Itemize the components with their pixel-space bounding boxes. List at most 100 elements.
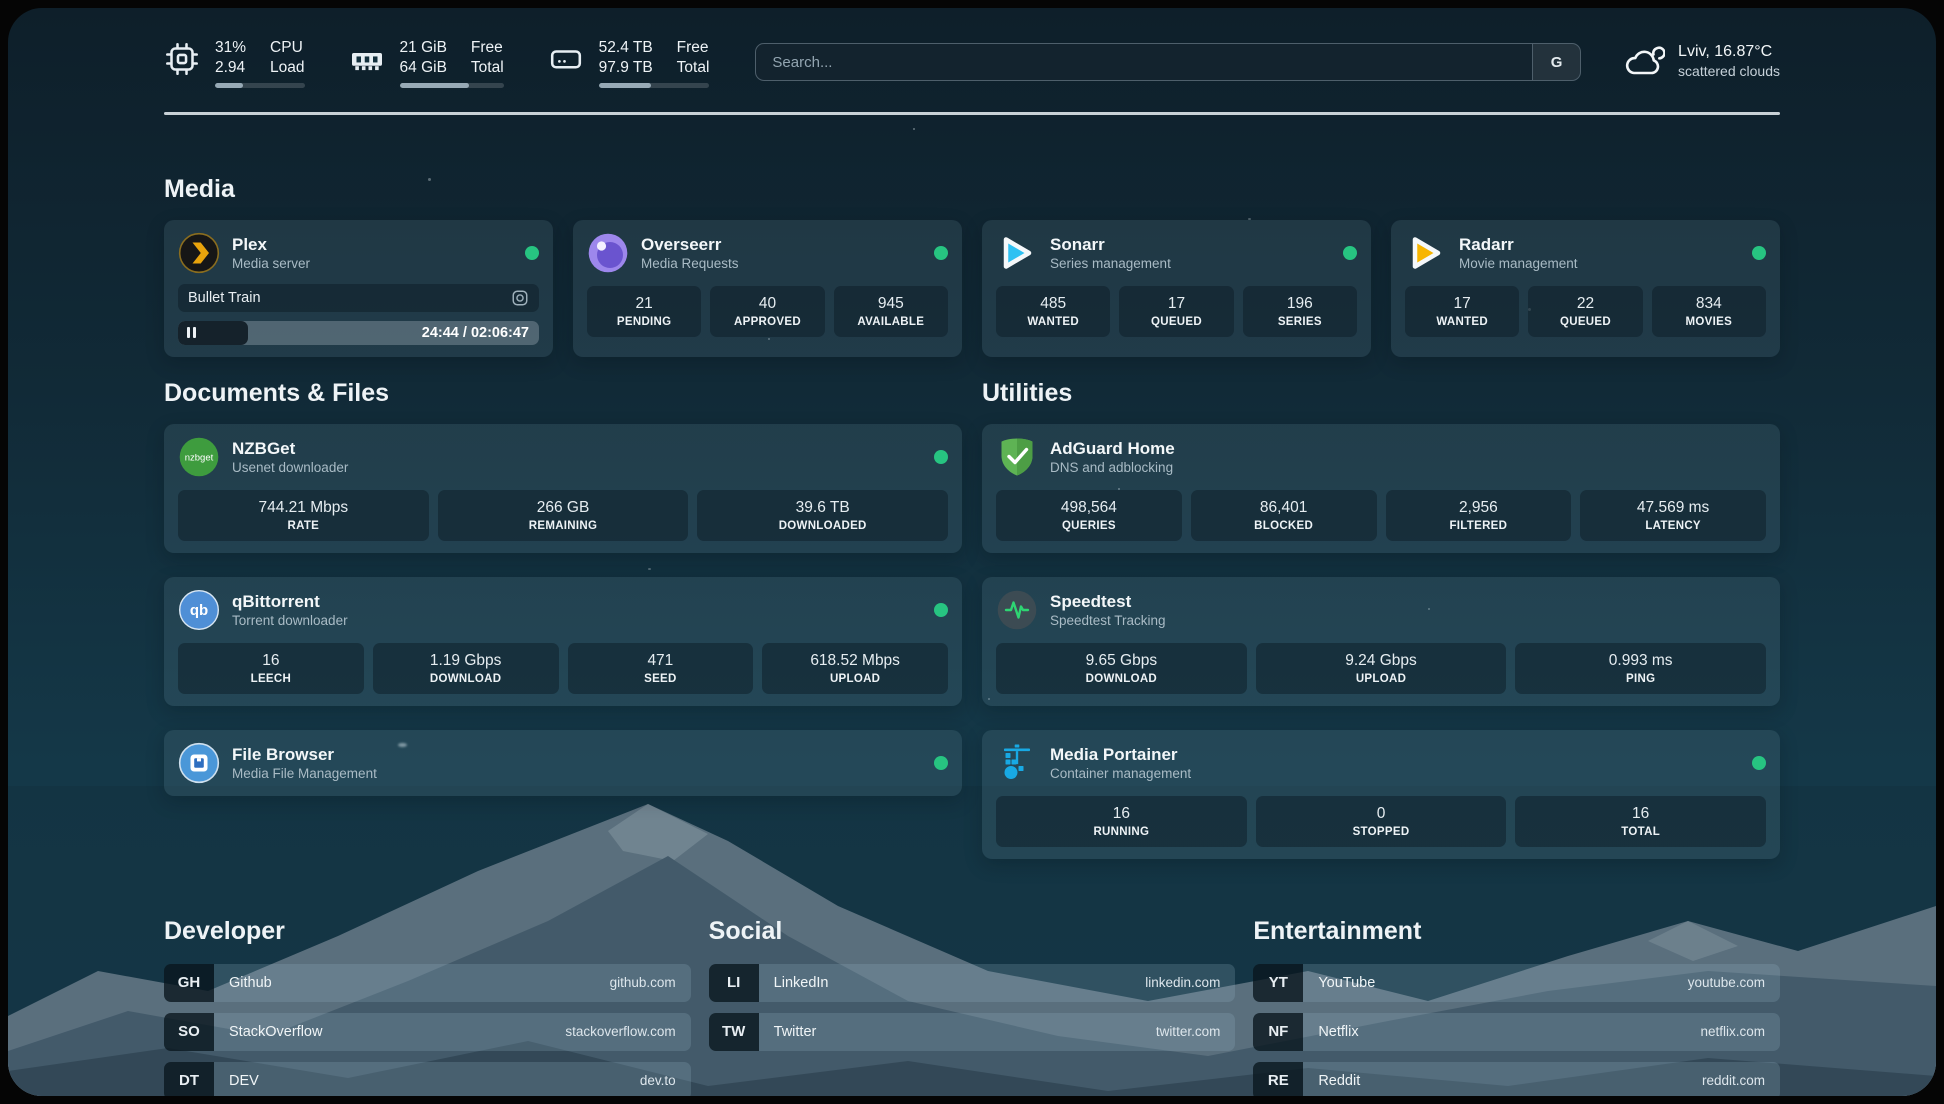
- plex-playback-time: 24:44 / 02:06:47: [422, 321, 529, 345]
- speedtest-subtitle: Speedtest Tracking: [1050, 612, 1166, 629]
- reddit-badge: RE: [1253, 1062, 1303, 1097]
- bookmark-github[interactable]: GH Github github.com: [164, 964, 691, 1002]
- disk-progress-bar: [599, 83, 710, 88]
- nzbget-icon: nzbget: [178, 436, 220, 478]
- radarr-stat-queued: 22 QUEUED: [1528, 286, 1642, 337]
- sonarr-status-dot: [1343, 246, 1357, 260]
- radarr-app-link[interactable]: Radarr Movie management: [1405, 232, 1766, 274]
- search-engine-button[interactable]: G: [1532, 44, 1580, 80]
- nzbget-subtitle: Usenet downloader: [232, 459, 348, 476]
- portainer-subtitle: Container management: [1050, 765, 1191, 782]
- memory-total-label: Total: [471, 58, 504, 78]
- speedtest-app-link[interactable]: Speedtest Speedtest Tracking: [996, 589, 1766, 631]
- qbittorrent-status-dot: [934, 603, 948, 617]
- overseerr-stat-available: 945 AVAILABLE: [834, 286, 948, 337]
- section-title-media: Media: [164, 175, 1780, 204]
- filebrowser-status-dot: [934, 756, 948, 770]
- linkedin-badge: LI: [709, 964, 759, 1002]
- overseerr-icon: [587, 232, 629, 274]
- portainer-crane-icon: [996, 742, 1038, 784]
- overseerr-stat-pending: 21 PENDING: [587, 286, 701, 337]
- plex-now-playing-row[interactable]: Bullet Train: [178, 284, 539, 312]
- cpu-icon: [164, 41, 200, 77]
- bookmark-stackoverflow[interactable]: SO StackOverflow stackoverflow.com: [164, 1013, 691, 1051]
- radarr-subtitle: Movie management: [1459, 255, 1578, 272]
- sonarr-app-link[interactable]: Sonarr Series management: [996, 232, 1357, 274]
- bookmark-dev[interactable]: DT DEV dev.to: [164, 1062, 691, 1097]
- bookmarks-developer: Developer GH Github github.com SO StackO…: [164, 917, 691, 1097]
- top-bar: 31% 2.94 CPU Load: [164, 8, 1780, 88]
- svg-text:qb: qb: [190, 602, 208, 619]
- disk-stat: 52.4 TB 97.9 TB Free Total: [548, 38, 710, 88]
- sonarr-stat-wanted: 485 WANTED: [996, 286, 1110, 337]
- sonarr-stat-series: 196 SERIES: [1243, 286, 1357, 337]
- adguard-name: AdGuard Home: [1050, 438, 1175, 459]
- bookmark-reddit[interactable]: RE Reddit reddit.com: [1253, 1062, 1780, 1097]
- bookmarks-social: Social LI LinkedIn linkedin.com TW Twitt…: [709, 917, 1236, 1097]
- weather-location-temp: Lviv, 16.87°C: [1678, 42, 1780, 62]
- cpu-load-value: 2.94: [215, 58, 246, 78]
- bookmark-linkedin[interactable]: LI LinkedIn linkedin.com: [709, 964, 1236, 1002]
- memory-icon: [349, 41, 385, 77]
- search-input[interactable]: [756, 44, 1532, 80]
- overseerr-name: Overseerr: [641, 234, 739, 255]
- sonarr-name: Sonarr: [1050, 234, 1171, 255]
- cpu-progress-bar: [215, 83, 305, 88]
- memory-progress-fill: [400, 83, 470, 88]
- disk-free-label: Free: [677, 38, 710, 58]
- qbittorrent-stat-download: 1.19 Gbps DOWNLOAD: [373, 643, 559, 694]
- weather-widget: Lviv, 16.87°C scattered clouds: [1623, 42, 1780, 80]
- adguard-stat-blocked: 86,401 BLOCKED: [1191, 490, 1377, 541]
- section-title-developer: Developer: [164, 917, 691, 946]
- radarr-stat-wanted: 17 WANTED: [1405, 286, 1519, 337]
- header-divider: [164, 112, 1780, 115]
- bookmark-netflix[interactable]: NF Netflix netflix.com: [1253, 1013, 1780, 1051]
- plex-playback-progress[interactable]: 24:44 / 02:06:47: [178, 321, 539, 345]
- cpu-stat: 31% 2.94 CPU Load: [164, 38, 305, 88]
- section-title-social: Social: [709, 917, 1236, 946]
- memory-total-value: 64 GiB: [400, 58, 447, 78]
- cpu-load-label: Load: [270, 58, 304, 78]
- filebrowser-name: File Browser: [232, 744, 377, 765]
- adguard-shield-icon: [996, 436, 1038, 478]
- plex-subtitle: Media server: [232, 255, 310, 272]
- cpu-progress-fill: [215, 83, 243, 88]
- svg-text:nzbget: nzbget: [185, 452, 214, 463]
- plex-icon: [178, 232, 220, 274]
- memory-free-value: 21 GiB: [400, 38, 447, 58]
- portainer-card: Media Portainer Container management 16 …: [982, 730, 1780, 859]
- bookmark-youtube[interactable]: YT YouTube youtube.com: [1253, 964, 1780, 1002]
- qbittorrent-subtitle: Torrent downloader: [232, 612, 348, 629]
- adguard-card: AdGuard Home DNS and adblocking 498,564 …: [982, 424, 1780, 553]
- scattered-clouds-icon: [1623, 44, 1665, 78]
- section-title-documents: Documents & Files: [164, 379, 962, 408]
- qbittorrent-card: qb qBittorrent Torrent downloader: [164, 577, 962, 706]
- dashboard-screen: 31% 2.94 CPU Load: [8, 8, 1936, 1096]
- disk-free-value: 52.4 TB: [599, 38, 653, 58]
- qbittorrent-stat-seed: 471 SEED: [568, 643, 754, 694]
- speedtest-card: Speedtest Speedtest Tracking 9.65 Gbps D…: [982, 577, 1780, 706]
- portainer-app-link[interactable]: Media Portainer Container management: [996, 742, 1766, 784]
- adguard-app-link[interactable]: AdGuard Home DNS and adblocking: [996, 436, 1766, 478]
- qbittorrent-name: qBittorrent: [232, 591, 348, 612]
- adguard-stat-latency: 47.569 ms LATENCY: [1580, 490, 1766, 541]
- memory-stat: 21 GiB 64 GiB Free Total: [349, 38, 504, 88]
- memory-free-label: Free: [471, 38, 504, 58]
- filebrowser-app-link[interactable]: File Browser Media File Management: [178, 742, 948, 784]
- qbittorrent-icon: qb: [178, 589, 220, 631]
- video-icon: [511, 289, 529, 307]
- bookmark-twitter[interactable]: TW Twitter twitter.com: [709, 1013, 1236, 1051]
- disk-total-value: 97.9 TB: [599, 58, 653, 78]
- nzbget-app-link[interactable]: nzbget NZBGet Usenet downloader: [178, 436, 948, 478]
- bookmarks-entertainment: Entertainment YT YouTube youtube.com NF …: [1253, 917, 1780, 1097]
- qbittorrent-app-link[interactable]: qb qBittorrent Torrent downloader: [178, 589, 948, 631]
- youtube-badge: YT: [1253, 964, 1303, 1002]
- twitter-badge: TW: [709, 1013, 759, 1051]
- overseerr-app-link[interactable]: Overseerr Media Requests: [587, 232, 948, 274]
- radarr-card: Radarr Movie management 17 WANTED 22 QUE…: [1391, 220, 1780, 357]
- speedtest-stat-ping: 0.993 ms PING: [1515, 643, 1766, 694]
- stackoverflow-badge: SO: [164, 1013, 214, 1051]
- plex-app-link[interactable]: Plex Media server: [178, 232, 539, 274]
- plex-card: Plex Media server Bullet Train: [164, 220, 553, 357]
- plex-playback-progress-fill: [178, 321, 248, 345]
